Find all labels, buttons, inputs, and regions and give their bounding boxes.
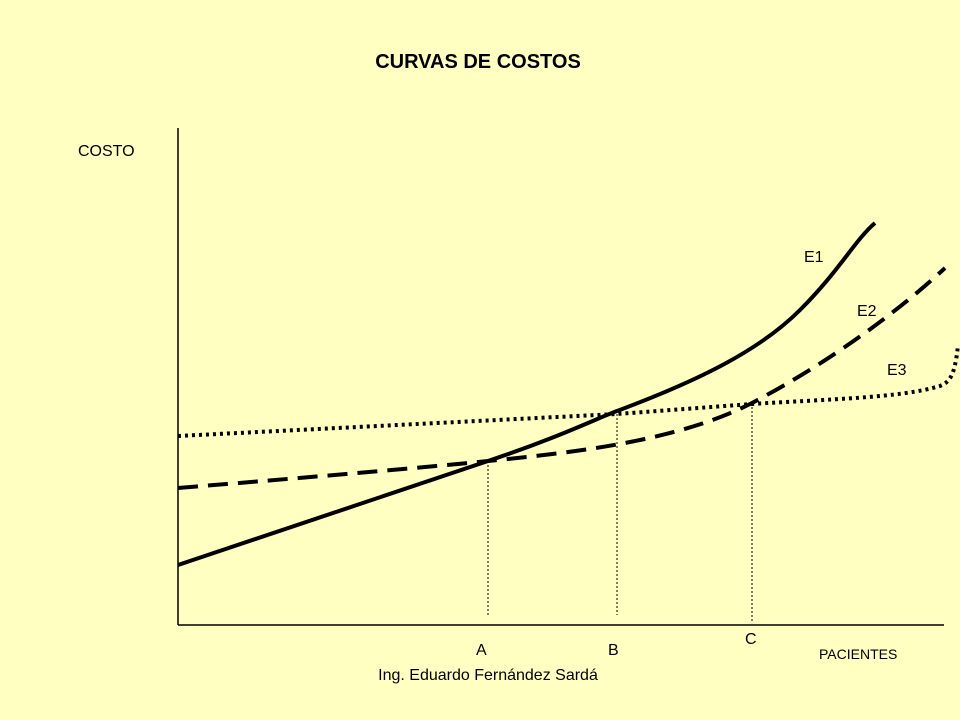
curve-e3 bbox=[177, 344, 960, 438]
curve-e2 bbox=[177, 266, 947, 490]
diagram-title: CURVAS DE COSTOS bbox=[375, 51, 581, 73]
x-axis-label: PACIENTES bbox=[819, 646, 897, 662]
author-credit: Ing. Eduardo Fernández Sardá bbox=[378, 667, 598, 684]
marker-label-b: B bbox=[608, 642, 619, 659]
marker-label-a: A bbox=[476, 642, 487, 659]
y-axis-label: COSTO bbox=[78, 143, 135, 160]
curve-label-e1: E1 bbox=[804, 249, 824, 266]
curve-label-e3: E3 bbox=[887, 362, 907, 379]
curve-label-e2: E2 bbox=[857, 303, 877, 320]
marker-label-c: C bbox=[745, 631, 757, 648]
curve-e1 bbox=[177, 221, 877, 567]
